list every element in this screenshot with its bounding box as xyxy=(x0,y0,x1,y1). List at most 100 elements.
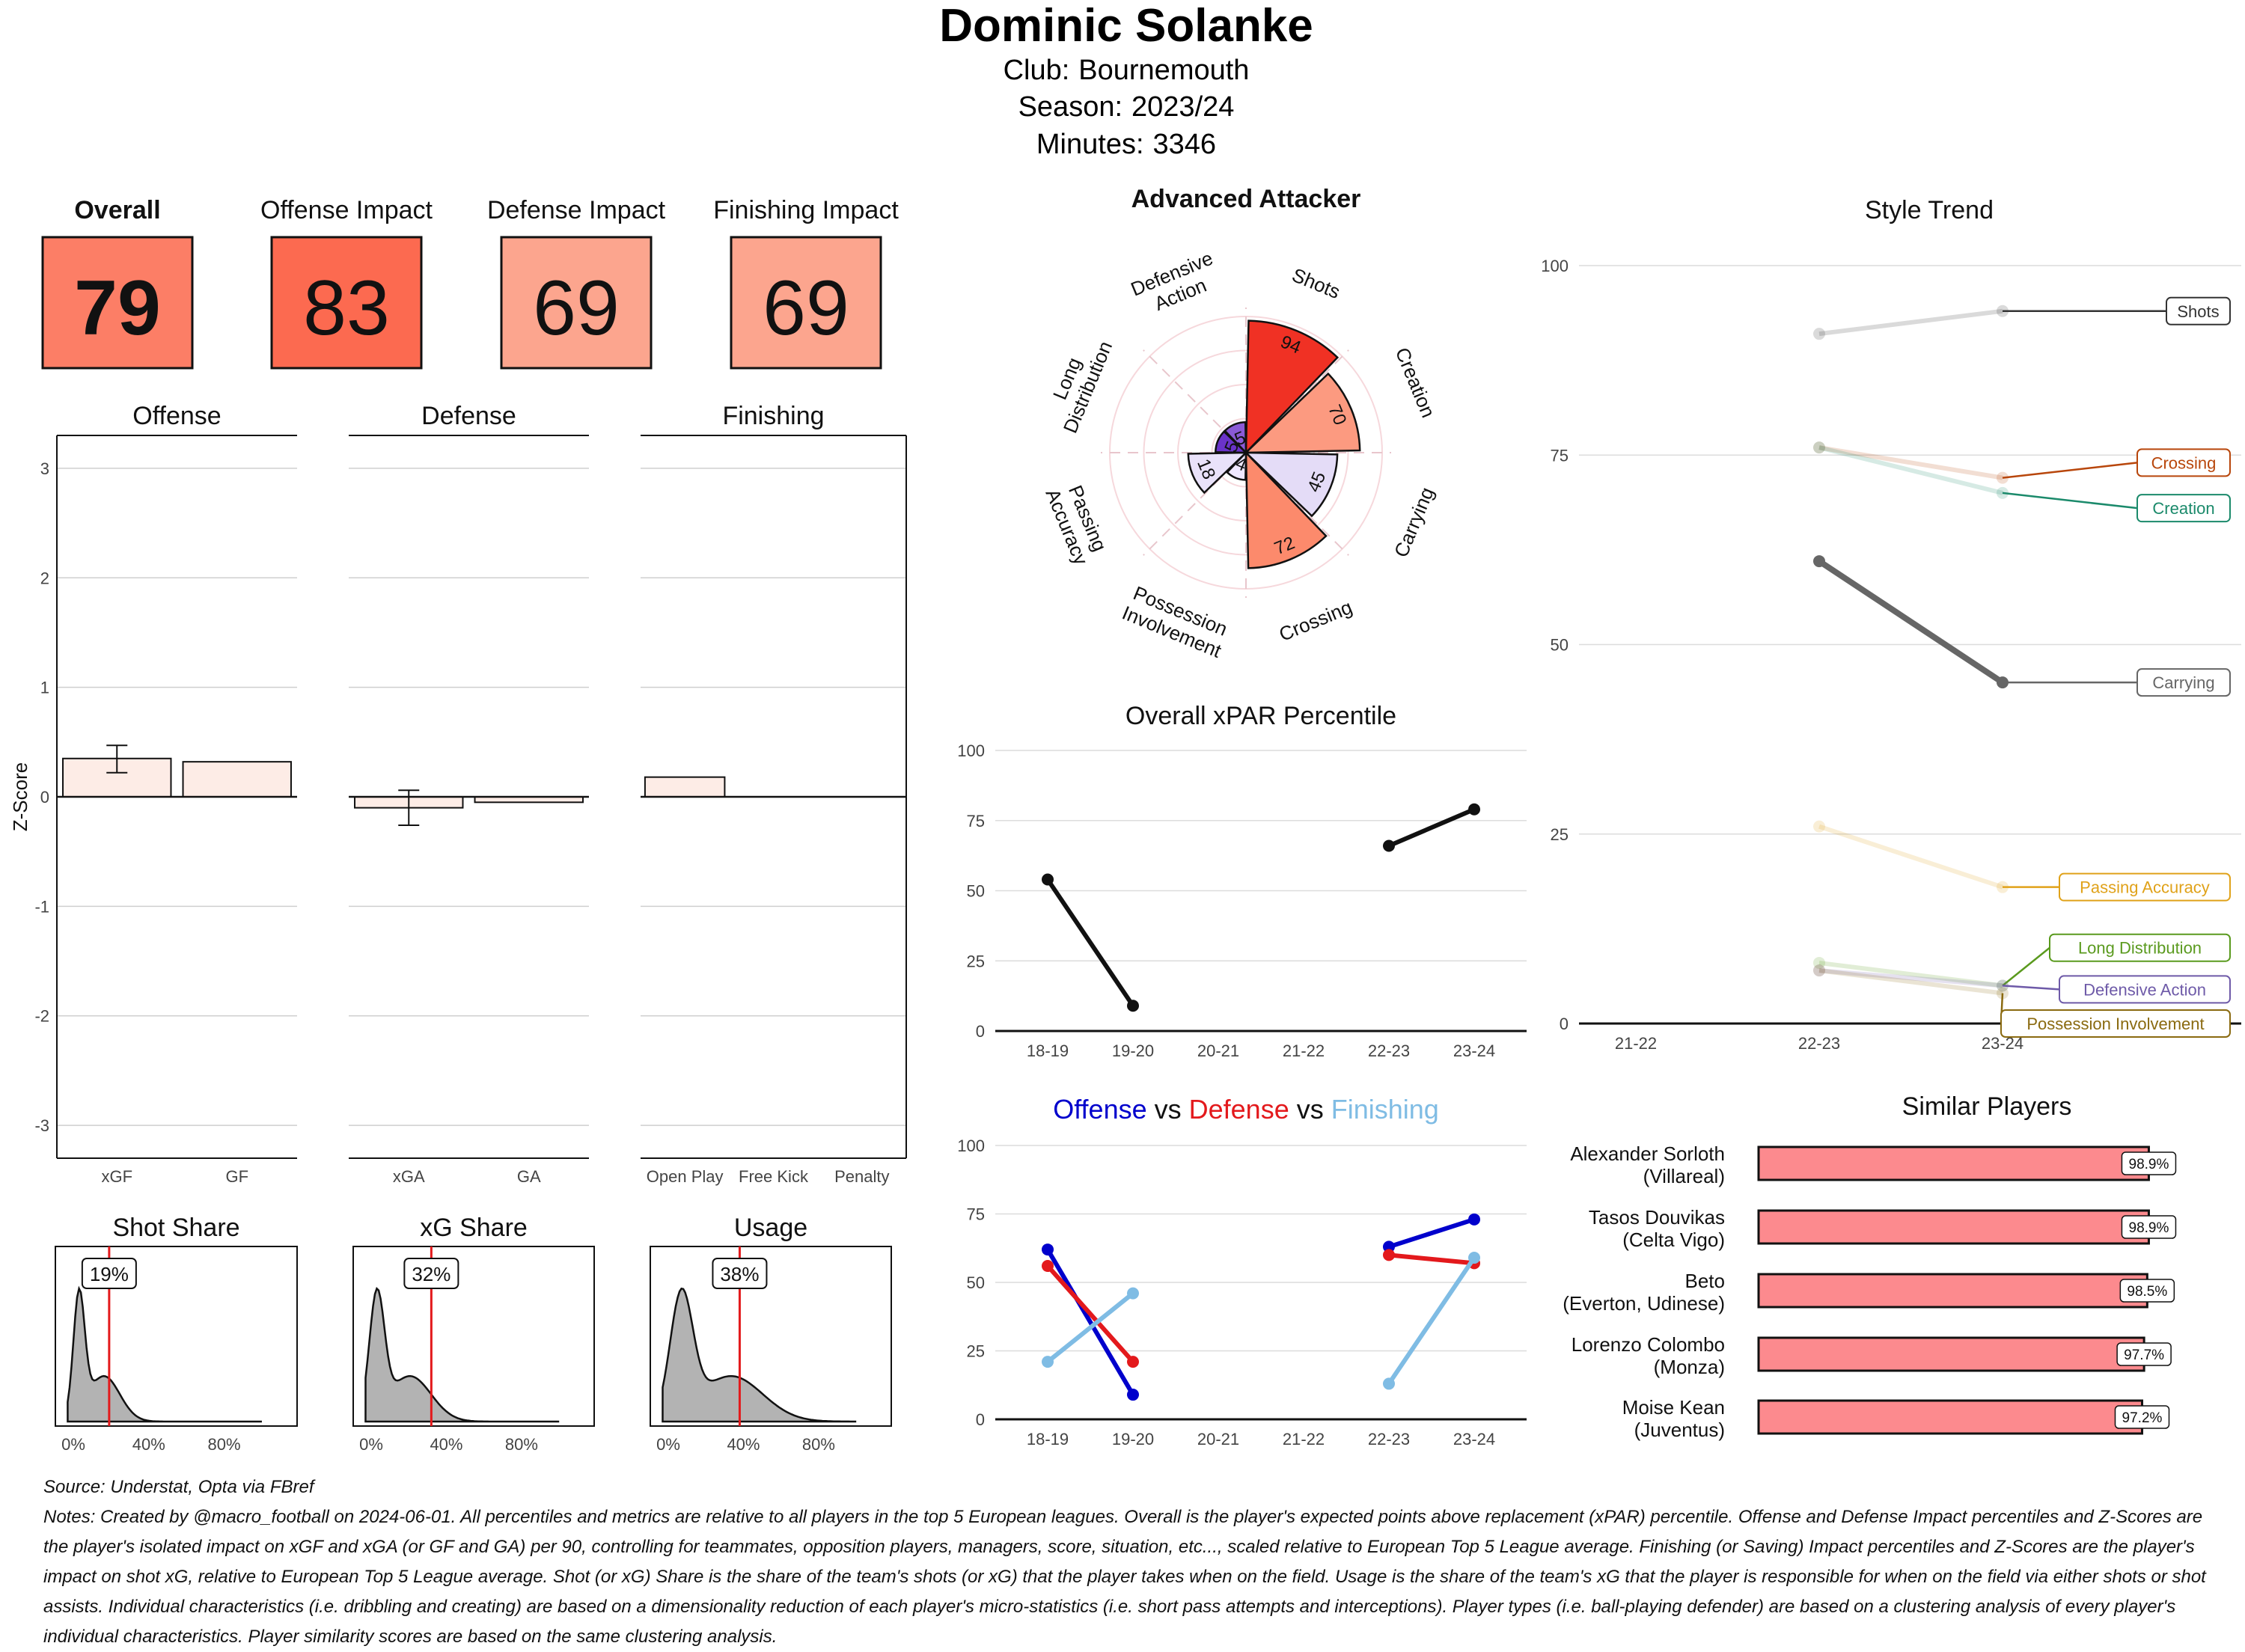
notes-line: impact on shot xG, relative to European … xyxy=(43,1567,2206,1587)
style-label-connector xyxy=(2002,462,2138,479)
x-tick-label: xGA xyxy=(393,1167,425,1186)
density-panel: Usage 38% 0% 40% 80% xyxy=(650,1214,892,1454)
x-tick-label: 80% xyxy=(208,1435,241,1454)
x-tick-label: GF xyxy=(225,1167,248,1186)
xpar-line xyxy=(1045,878,1135,1007)
x-tick-label: Penalty xyxy=(834,1167,889,1186)
marker-label-box xyxy=(403,1258,459,1289)
zscore-bar xyxy=(182,761,292,798)
style-label-box xyxy=(2166,296,2231,325)
radar-wedge xyxy=(1244,319,1340,456)
ovd-point xyxy=(1383,1249,1395,1261)
zscore-bar xyxy=(644,776,726,798)
similar-value-box xyxy=(2121,1215,2177,1239)
score-label: Defense Impact xyxy=(487,196,666,224)
style-point xyxy=(1813,964,1825,977)
minutes-value: 3346 xyxy=(1153,129,1217,160)
xpar-point xyxy=(1383,839,1395,852)
y-tick-label: 100 xyxy=(957,1136,985,1155)
radar-category-line: Creation xyxy=(1391,344,1440,420)
score-label: Finishing Impact xyxy=(713,196,899,224)
radar-wedge xyxy=(1224,421,1247,456)
x-tick-label: 40% xyxy=(727,1435,760,1454)
x-tick-label: 80% xyxy=(505,1435,538,1454)
style-series-label: Defensive Action xyxy=(2083,980,2206,999)
facet-panel: Finishing Open Play Free Kick Penalty xyxy=(641,402,907,1186)
similar-player-name: Lorenzo Colombo xyxy=(1572,1333,1725,1356)
y-tick-label: -1 xyxy=(34,897,49,916)
style-line xyxy=(1818,445,2003,495)
facet-panel: Offense xGF GF xyxy=(56,402,297,1186)
style-point xyxy=(1813,555,1825,568)
score-box xyxy=(41,236,194,370)
ovd-point xyxy=(1042,1260,1054,1273)
y-tick-label: 3 xyxy=(40,459,49,478)
density-title: Usage xyxy=(734,1214,807,1242)
facet-title: Defense xyxy=(421,402,516,430)
season-value: 2023/24 xyxy=(1131,91,1234,123)
ovd-title-part: Offense xyxy=(1053,1094,1146,1125)
style-label-connector xyxy=(2002,985,2060,991)
similar-value-label: 98.9% xyxy=(2129,1220,2169,1236)
x-tick-label: 20-21 xyxy=(1197,1041,1239,1060)
x-tick-label: 0% xyxy=(656,1435,680,1454)
similar-player-name: Tasos Douvikas xyxy=(1589,1206,1725,1229)
similar-value-box xyxy=(2121,1151,2177,1175)
density-frame xyxy=(352,1246,595,1427)
radar-ring xyxy=(1143,349,1349,556)
y-tick-label: 50 xyxy=(967,882,985,901)
radar-category-line: Carrying xyxy=(1390,484,1438,560)
radar-category-label: Crossing xyxy=(1276,596,1355,646)
style-label-box xyxy=(2059,975,2231,1004)
ovd-title-part: Defense xyxy=(1189,1094,1289,1125)
y-tick-label: 25 xyxy=(1551,825,1569,844)
y-tick-label: 0 xyxy=(976,1410,985,1429)
x-tick-label: 22-23 xyxy=(1368,1430,1410,1448)
similar-bar xyxy=(1757,1273,2148,1309)
style-line xyxy=(1818,968,2003,996)
similar-value-label: 98.9% xyxy=(2129,1157,2169,1172)
similar-player-club: (Villareal) xyxy=(1643,1165,1725,1187)
xpar-point xyxy=(1042,873,1054,886)
x-tick-label: 23-24 xyxy=(1453,1041,1495,1060)
density-panel: Shot Share 19% 0% 40% 80% xyxy=(55,1214,298,1454)
similar-bar xyxy=(1757,1399,2143,1435)
similar-value-label: 97.2% xyxy=(2122,1410,2163,1426)
ovd-line xyxy=(1045,1264,1135,1364)
style-label-connector xyxy=(2002,492,2138,510)
ovd-point xyxy=(1383,1377,1395,1390)
x-tick-label: 21-22 xyxy=(1283,1430,1325,1448)
style-point xyxy=(1813,956,1825,969)
density-area xyxy=(364,1287,560,1423)
radar-wedge xyxy=(1243,451,1339,518)
notes-line: assists. Individual characteristics (i.e… xyxy=(43,1597,2176,1617)
score-label: Overall xyxy=(74,196,160,224)
club-line: Club: Bournemouth xyxy=(1004,55,1250,86)
y-tick-label: 50 xyxy=(967,1273,985,1292)
xpar-chart: Overall xPAR Percentile 0 25 50 75 100 18-19 19… xyxy=(957,702,1527,1060)
marker-label-box xyxy=(81,1258,137,1289)
score-value: 83 xyxy=(303,265,390,352)
similar-value-box xyxy=(2114,1405,2170,1429)
radar-category-line: Shots xyxy=(1289,263,1343,303)
x-tick-label: 23-24 xyxy=(1453,1430,1495,1448)
style-line xyxy=(1818,824,2003,890)
radar-category-label: LongDistribution xyxy=(1038,329,1117,436)
similar-player-club: (Celta Vigo) xyxy=(1622,1229,1725,1251)
score-boxes: Overall 79 Offense Impact 83 Defense Impact 6… xyxy=(41,196,899,370)
radar-title: Advanced Attacker xyxy=(1131,185,1361,213)
xpar-point xyxy=(1468,803,1480,816)
density-frame xyxy=(55,1246,298,1427)
similar-value-label: 98.5% xyxy=(2127,1284,2167,1300)
radar-category-label: Shots xyxy=(1289,263,1343,303)
style-point xyxy=(1813,328,1825,340)
style-label-box xyxy=(2136,448,2231,477)
marker-label: 32% xyxy=(412,1263,450,1285)
facet-title: Offense xyxy=(132,402,221,430)
ovd-chart: Offense vs Defense vs Finishing 0 25 50 75 10… xyxy=(957,1094,1527,1448)
ovd-point xyxy=(1042,1243,1054,1256)
notes-line: Notes: Created by @macro_football on 202… xyxy=(43,1507,2203,1527)
club-value: Bournemouth xyxy=(1078,55,1249,86)
radar-ring xyxy=(1177,384,1315,521)
ovd-line xyxy=(1388,1217,1475,1249)
